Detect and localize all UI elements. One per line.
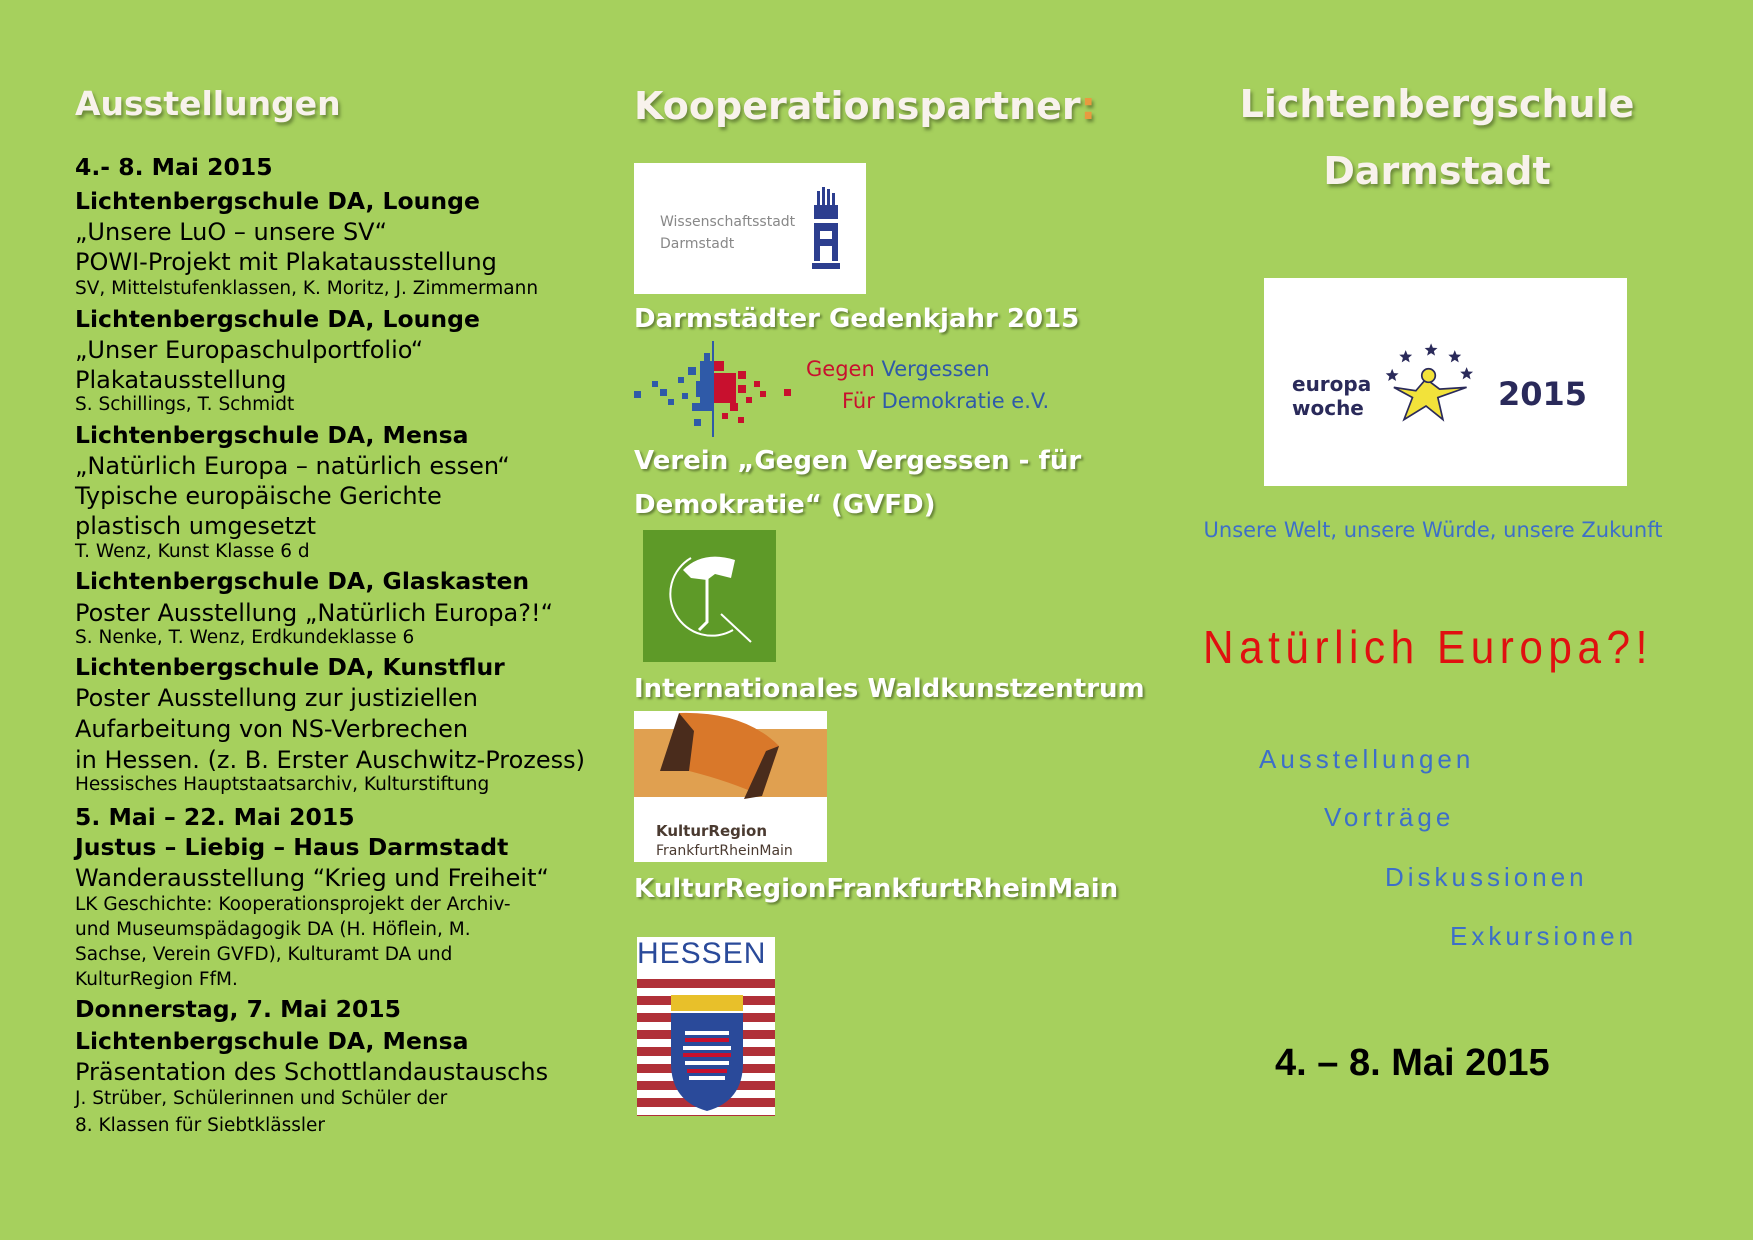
coat-of-arms-icon	[671, 995, 743, 1111]
gvfd-logo-text-1: Gegen Vergessen	[806, 359, 990, 380]
exhibition-text-line: Poster Ausstellung „Natürlich Europa?!“	[75, 599, 553, 627]
motto: Natürlich Europa?!	[1203, 621, 1653, 673]
kulturregion-label: KulturRegionFrankfurtRheinMain	[634, 874, 1119, 904]
logo-text-2: Darmstadt	[660, 236, 735, 252]
logo-text-2: FrankfurtRheinMain	[656, 843, 793, 859]
star-figure-icon	[1385, 343, 1474, 422]
topic-excursions: Exkursionen	[1450, 921, 1638, 951]
partners-heading-colon: :	[1080, 84, 1096, 128]
kulturregion-logo: KulturRegion FrankfurtRheinMain	[634, 711, 827, 862]
exhibition-heading-line: Donnerstag, 7. Mai 2015	[75, 995, 401, 1023]
partners-heading: Kooperationspartner:	[634, 84, 1096, 128]
tree-icon	[669, 556, 752, 643]
exhibition-credit-line: SV, Mittelstufenklassen, K. Moritz, J. Z…	[75, 278, 539, 299]
exhibition-credit-line: 8. Klassen für Siebtklässler	[75, 1115, 325, 1136]
exhibition-heading-line: Lichtenbergschule DA, Lounge	[75, 305, 480, 333]
topic-lectures: Vorträge	[1324, 802, 1455, 832]
star-icon	[1424, 343, 1438, 356]
exhibition-credit-line: S. Nenke, T. Wenz, Erdkundeklasse 6	[75, 627, 415, 648]
logo-text-1: KulturRegion	[656, 822, 768, 840]
exhibition-credit-line: Hessisches Hauptstaatsarchiv, Kulturstif…	[75, 774, 490, 795]
exhibition-heading-line: 5. Mai – 22. Mai 2015	[75, 803, 355, 831]
tower-icon	[812, 187, 840, 269]
exhibition-text-line: Wanderausstellung “Krieg und Freiheit“	[75, 864, 549, 892]
hessen-logo: HESSEN	[637, 937, 775, 1116]
hessen-stripe	[637, 979, 775, 988]
gvfd-word: Vergessen	[881, 357, 990, 381]
gvfd-logo: Gegen Vergessen Für Demokratie e.V.	[634, 341, 1057, 437]
flag-icon	[660, 712, 779, 799]
event-date: 4. – 8. Mai 2015	[1275, 1042, 1550, 1084]
exhibition-heading-line: Lichtenbergschule DA, Mensa	[75, 421, 469, 449]
gvfd-word: Demokratie e.V.	[881, 389, 1050, 413]
exhibition-text-line: Aufarbeitung von NS-Verbrechen	[75, 715, 469, 743]
exhibition-heading-line: 4.- 8. Mai 2015	[75, 153, 273, 181]
star-icon	[1448, 350, 1462, 363]
partners-heading-text: Kooperationspartner	[634, 84, 1081, 128]
exhibition-heading-line: Lichtenbergschule DA, Glaskasten	[75, 567, 530, 595]
topic-discussions: Diskussionen	[1385, 862, 1588, 892]
exhibition-text-line: Plakatausstellung	[75, 366, 287, 394]
exhibition-credit-line: Sachse, Verein GVFD), Kulturamt DA und	[75, 944, 453, 965]
exhibition-credit-line: KulturRegion FfM.	[75, 969, 238, 990]
hessen-stripe	[637, 1115, 775, 1116]
gvfd-pixel-icon	[634, 341, 791, 437]
logo-year: 2015	[1498, 375, 1588, 413]
exhibition-heading-line: Justus – Liebig – Haus Darmstadt	[75, 833, 509, 861]
exhibition-text-line: „Natürlich Europa – natürlich essen“	[75, 452, 510, 480]
exhibition-text-line: POWI-Projekt mit Plakatausstellung	[75, 248, 497, 276]
exhibition-heading-line: Lichtenbergschule DA, Mensa	[75, 1027, 469, 1055]
star-icon	[1460, 367, 1474, 380]
exhibition-heading-line: Lichtenbergschule DA, Kunstflur	[75, 653, 505, 681]
hessen-text: HESSEN	[637, 937, 767, 970]
gvfd-logo-text-2: Für Demokratie e.V.	[842, 391, 1049, 412]
exhibition-credit-line: LK Geschichte: Kooperationsprojekt der A…	[75, 894, 511, 915]
exhibition-credit-line: S. Schillings, T. Schmidt	[75, 394, 295, 415]
exhibition-text-line: Präsentation des Schottlandaustauschs	[75, 1058, 549, 1086]
waldkunst-label: Internationales Waldkunstzentrum	[634, 674, 1145, 704]
exhibitions-heading: Ausstellungen	[75, 84, 341, 123]
logo-word: woche	[1292, 396, 1364, 420]
exhibition-credit-line: und Museumspädagogik DA (H. Höflein, M.	[75, 919, 471, 940]
slogan: Unsere Welt, unsere Würde, unsere Zukunf…	[1203, 518, 1663, 542]
gedenkjahr-label: Darmstädter Gedenkjahr 2015	[634, 304, 1080, 334]
exhibition-text-line: Poster Ausstellung zur justiziellen	[75, 684, 479, 712]
gvfd-word: Für	[842, 389, 875, 413]
waldkunst-logo	[643, 530, 776, 662]
topic-exhibitions: Ausstellungen	[1259, 744, 1475, 774]
exhibition-text-line: „Unsere LuO – unsere SV“	[75, 218, 388, 246]
school-title-line1: Lichtenbergschule	[1239, 82, 1635, 126]
europawoche-logo: europa woche 2015	[1264, 278, 1627, 486]
logo-text-1: Wissenschaftsstadt	[660, 214, 796, 230]
exhibition-credit-line: T. Wenz, Kunst Klasse 6 d	[75, 541, 310, 562]
exhibition-text-line: Typische europäische Gerichte	[75, 482, 442, 510]
verein-label-line1: Verein „Gegen Vergessen - für	[634, 446, 1082, 476]
exhibition-heading-line: Lichtenbergschule DA, Lounge	[75, 187, 480, 215]
star-icon	[1385, 368, 1399, 382]
logo-word: europa	[1292, 372, 1372, 396]
verein-label-line2: Demokratie“ (GVFD)	[634, 490, 936, 520]
exhibition-credit-line: J. Strüber, Schülerinnen und Schüler der	[75, 1088, 448, 1109]
exhibition-text-line: in Hessen. (z. B. Erster Auschwitz-Proze…	[75, 746, 586, 774]
exhibition-text-line: plastisch umgesetzt	[75, 512, 317, 540]
wissenschaftsstadt-logo: Wissenschaftsstadt Darmstadt	[634, 163, 866, 294]
star-icon	[1399, 350, 1413, 363]
school-title-line2: Darmstadt	[1323, 149, 1551, 193]
exhibition-text-line: „Unser Europaschulportfolio“	[75, 336, 424, 364]
gvfd-word: Gegen	[806, 357, 875, 381]
